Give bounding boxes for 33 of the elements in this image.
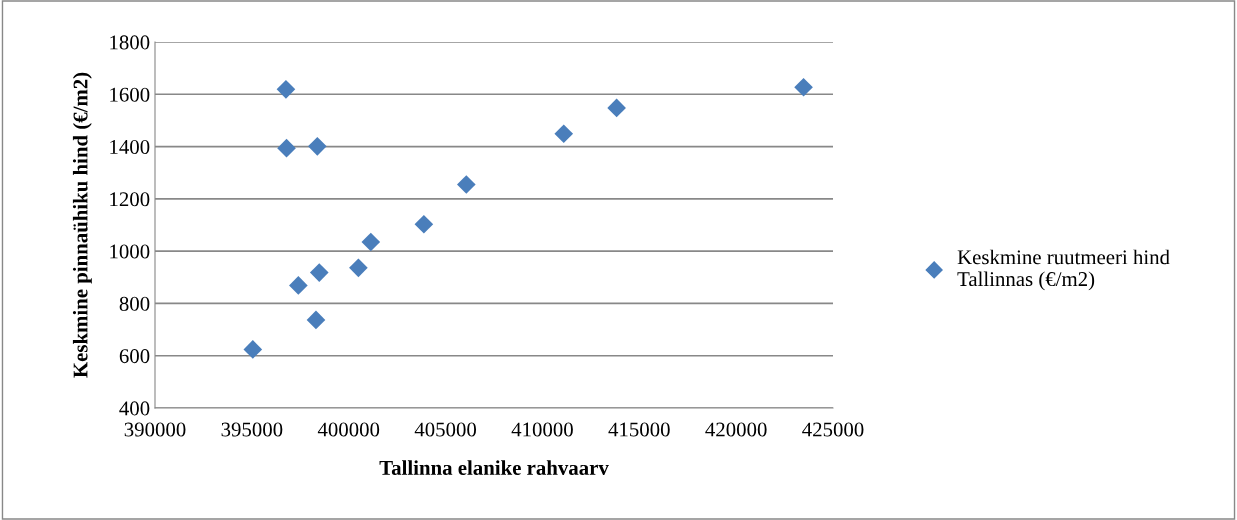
point (289, 276, 308, 295)
x-tick-label: 425000 (802, 422, 864, 437)
point (361, 232, 381, 252)
point (456, 175, 476, 194)
x-tick-label: 395000 (221, 422, 283, 437)
point (607, 98, 626, 118)
point (306, 310, 326, 330)
point (349, 258, 368, 278)
point (794, 77, 813, 97)
point (243, 340, 263, 359)
point (554, 124, 574, 144)
point (277, 138, 296, 158)
legend-label: Keskmine ruutmeeri hind Tallinnas (€/m2) (957, 249, 1170, 291)
point (308, 136, 327, 156)
x-tick-label: 405000 (414, 422, 477, 437)
y-tick-label: 1200 (110, 192, 150, 207)
x-tick-label: 390000 (124, 422, 186, 437)
point (276, 80, 296, 99)
x-tick-label: 420000 (705, 422, 767, 437)
y-tick-label: 1400 (110, 139, 150, 154)
x-axis-title: Tallinna elanike rahvaarv (379, 460, 609, 475)
x-tick-label: 415000 (608, 422, 670, 437)
y-axis-title: Keskmine pinnaühiku hind (€/m2) (72, 72, 92, 378)
y-tick-label: 1000 (110, 244, 150, 259)
y-tick-label: 1600 (110, 87, 150, 102)
x-tick-label: 410000 (511, 422, 573, 437)
y-tick-label: 600 (119, 349, 150, 364)
y-tick-label: 800 (119, 296, 150, 311)
point (414, 214, 434, 234)
point (309, 263, 329, 282)
y-tick-label: 400 (119, 401, 150, 416)
y-tick-label: 1800 (110, 35, 150, 50)
x-tick-label: 400000 (317, 422, 380, 437)
